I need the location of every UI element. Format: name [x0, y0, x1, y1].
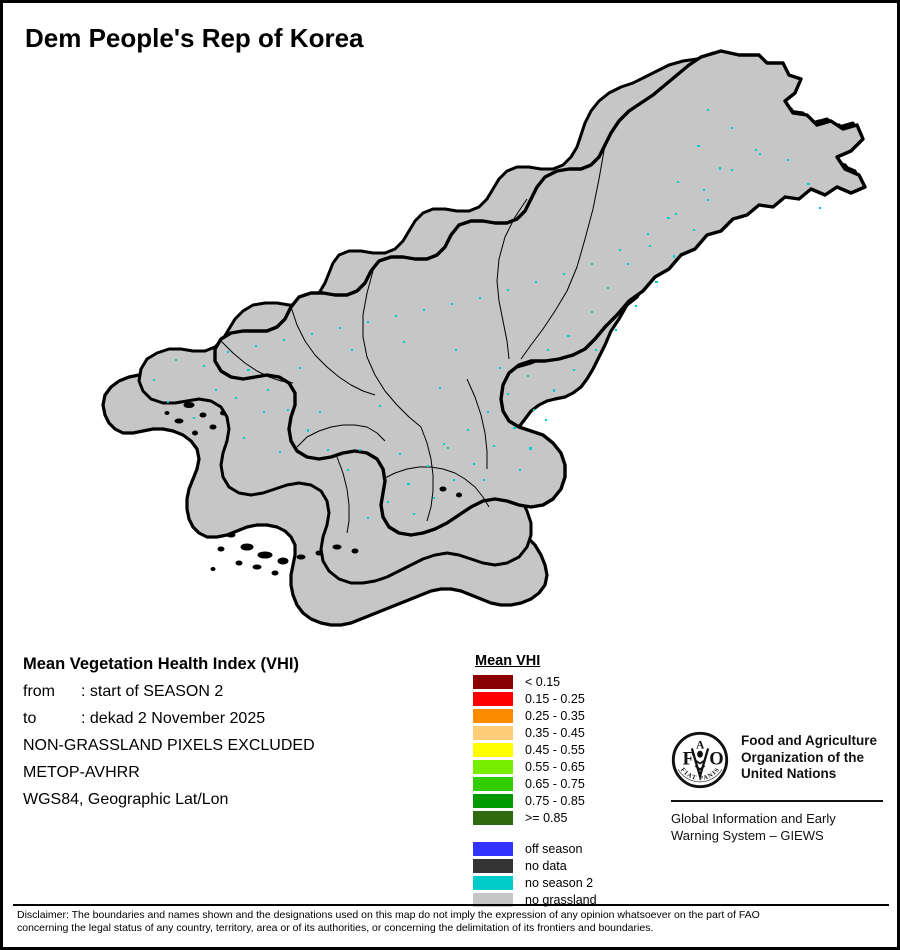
legend: Mean VHI < 0.15 0.15 - 0.25 0.25 - 0.35 0.3…: [473, 653, 653, 908]
legend-class-swatch: [473, 793, 513, 808]
fao-org-line1: Food and Agriculture: [741, 733, 877, 748]
dprk-coastline: [213, 49, 867, 537]
legend-special-swatch: [473, 858, 513, 873]
info-from-row: from : start of SEASON 2: [23, 683, 453, 701]
fao-branding: F O A FIAT PANIS Food and: [671, 731, 886, 844]
fao-sub-line1: Global Information and Early: [671, 811, 836, 826]
map-info-block: Mean Vegetation Health Index (VHI) from:…: [23, 655, 453, 818]
fao-org-line2: Organization of the: [741, 749, 864, 765]
fao-logo-icon: F O A FIAT PANIS: [671, 731, 729, 789]
legend-class-row[interactable]: 0.75 - 0.85: [473, 792, 653, 809]
province-line-4: [290, 306, 376, 396]
province-boundaries: [220, 144, 606, 534]
legend-special-row[interactable]: no season 2: [473, 874, 653, 891]
legend-title: Mean VHI: [475, 653, 541, 669]
legend-special-label: no season 2: [525, 875, 594, 890]
legend-class-swatch: [473, 759, 513, 774]
legend-class-row[interactable]: 0.15 - 0.25: [473, 690, 653, 707]
legend-class-row[interactable]: 0.25 - 0.35: [473, 707, 653, 724]
legend-class-list: < 0.15 0.15 - 0.25 0.25 - 0.35 0.35 - 0.45 0…: [473, 673, 653, 826]
disclaimer-line2: concerning the legal status of any count…: [17, 922, 654, 934]
legend-class-row[interactable]: 0.45 - 0.55: [473, 741, 653, 758]
svg-text:A: A: [696, 738, 705, 751]
province-line-8: [466, 378, 488, 469]
info-to-value: : dekad 2 November 2025: [81, 710, 266, 727]
dprk-boundary-group: [213, 49, 867, 537]
offshore-islands: [164, 402, 462, 576]
legend-class-label: 0.55 - 0.65: [525, 759, 585, 774]
legend-class-label: >= 0.85: [525, 810, 568, 825]
province-line-3: [362, 270, 422, 428]
legend-special-swatch: [473, 892, 513, 907]
fao-subtitle: Global Information and Early Warning Sys…: [671, 811, 886, 844]
legend-class-swatch: [473, 776, 513, 791]
info-note-sensor: METOP-AVHRR: [23, 764, 140, 781]
map-svg[interactable]: [7, 49, 895, 641]
legend-class-swatch: [473, 691, 513, 706]
disclaimer-line1: Disclaimer: The boundaries and names sho…: [17, 909, 760, 921]
info-to-key: to: [23, 710, 37, 727]
legend-special-row[interactable]: no grassland: [473, 891, 653, 908]
legend-class-swatch: [473, 708, 513, 723]
legend-class-label: 0.25 - 0.35: [525, 708, 585, 723]
province-line-1: [520, 144, 606, 360]
svg-text:F: F: [683, 749, 694, 770]
province-line-7: [296, 424, 386, 448]
info-note-pixels: NON-GRASSLAND PIXELS EXCLUDED: [23, 737, 315, 754]
legend-class-label: 0.45 - 0.55: [525, 742, 585, 757]
legend-class-swatch: [473, 674, 513, 689]
legend-class-row[interactable]: 0.35 - 0.45: [473, 724, 653, 741]
legend-class-label: 0.75 - 0.85: [525, 793, 585, 808]
legend-class-row[interactable]: >= 0.85: [473, 809, 653, 826]
fao-divider: [671, 800, 883, 802]
legend-special-label: no data: [525, 858, 567, 873]
legend-class-row[interactable]: < 0.15: [473, 673, 653, 690]
legend-class-row[interactable]: 0.55 - 0.65: [473, 758, 653, 775]
legend-special-label: no grassland: [525, 892, 597, 907]
legend-special-swatch: [473, 841, 513, 856]
legend-spacer: [473, 826, 653, 840]
fao-org-name: Food and Agriculture Organization of the…: [741, 731, 877, 783]
legend-special-list: off season no data no season 2 no grassland: [473, 840, 653, 908]
svg-text:O: O: [709, 749, 723, 770]
province-line-9: [420, 426, 434, 522]
fao-org-line3: United Nations: [741, 766, 837, 781]
page-title: Dem People's Rep of Korea: [25, 23, 364, 53]
info-heading: Mean Vegetation Health Index (VHI): [23, 655, 299, 673]
province-line-2: [496, 198, 528, 360]
legend-class-label: < 0.15: [525, 674, 561, 689]
legend-class-label: 0.15 - 0.25: [525, 691, 585, 706]
map-canvas[interactable]: [7, 49, 895, 641]
disclaimer-divider: [13, 904, 889, 906]
legend-class-swatch: [473, 742, 513, 757]
info-note-projection: WGS84, Geographic Lat/Lon: [23, 791, 229, 808]
legend-special-label: off season: [525, 841, 583, 856]
fao-sub-line2: Warning System – GIEWS: [671, 827, 824, 843]
disclaimer: Disclaimer: The boundaries and names sho…: [17, 909, 889, 935]
province-line-10: [336, 456, 350, 534]
legend-special-swatch: [473, 875, 513, 890]
info-to-row: to : dekad 2 November 2025: [23, 710, 453, 728]
legend-special-row[interactable]: off season: [473, 840, 653, 857]
province-line-6: [382, 466, 490, 508]
info-from-key: from: [23, 683, 55, 700]
legend-class-swatch: [473, 725, 513, 740]
legend-class-label: 0.65 - 0.75: [525, 776, 585, 791]
legend-class-swatch: [473, 810, 513, 825]
no-season2-pixels: [153, 109, 821, 519]
legend-class-label: 0.35 - 0.45: [525, 725, 585, 740]
fao-header: F O A FIAT PANIS Food and: [671, 731, 886, 789]
legend-special-row[interactable]: no data: [473, 857, 653, 874]
info-from-value: : start of SEASON 2: [81, 683, 224, 700]
province-line-5: [220, 340, 294, 384]
legend-class-row[interactable]: 0.65 - 0.75: [473, 775, 653, 792]
